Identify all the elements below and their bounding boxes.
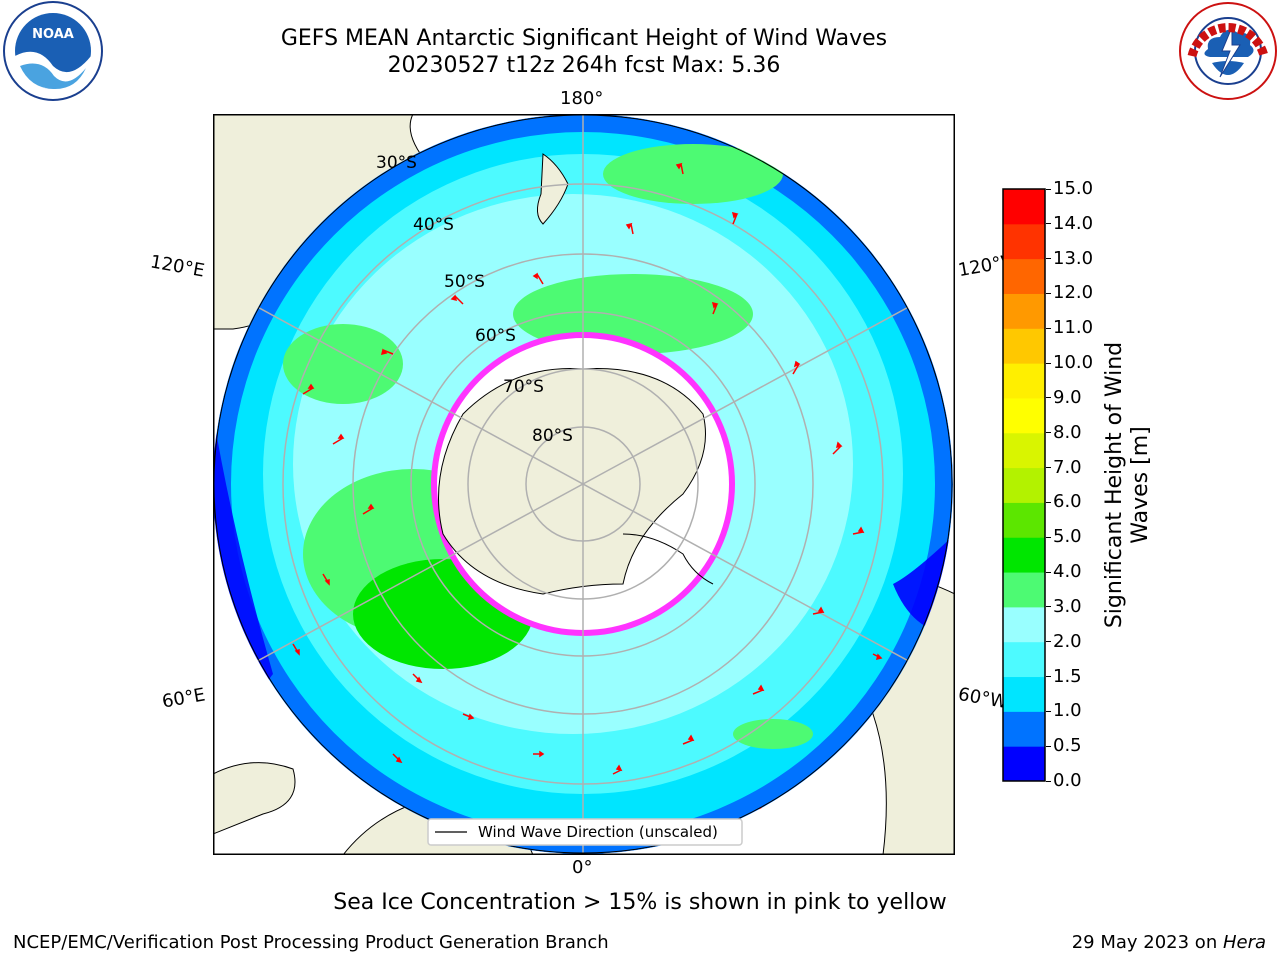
colorbar-segment (1003, 467, 1045, 503)
madagascar-land (213, 762, 296, 835)
colorbar-tick-label: 15.0 (1053, 178, 1094, 199)
colorbar-tick-label: 0.5 (1053, 735, 1082, 757)
colorbar-segment (1003, 502, 1045, 538)
colorbar-tick-mark (1046, 223, 1051, 225)
footer-branch: NCEP/EMC/Verification Post Processing Pr… (13, 932, 609, 953)
colorbar-tick-label: 6.0 (1053, 491, 1082, 513)
lat-label-40s: 40°S (413, 215, 454, 235)
colorbar-tick-mark (1046, 258, 1051, 260)
colorbar-segment (1003, 189, 1045, 225)
lon-label-60e: 60°E (160, 684, 207, 713)
lat-label-30s: 30°S (376, 153, 417, 173)
lat-label-60s: 60°S (475, 326, 516, 346)
colorbar-tick-mark (1046, 676, 1051, 678)
colorbar-tick-mark (1046, 606, 1051, 608)
lon-label-180: 180° (560, 88, 604, 109)
colorbar-segment (1003, 363, 1045, 399)
colorbar-tick-mark (1046, 571, 1051, 573)
colorbar-tick-mark (1046, 501, 1051, 503)
colorbar-tick-mark (1046, 188, 1051, 190)
colorbar-tick-label: 3.0 (1053, 595, 1082, 617)
colorbar-segment (1003, 537, 1045, 573)
map-title-line1: GEFS MEAN Antarctic Significant Height o… (280, 26, 888, 51)
colorbar-tick-mark (1046, 780, 1051, 782)
colorbar-tick-mark (1046, 292, 1051, 294)
colorbar-segment (1003, 676, 1045, 712)
colorbar-tick-label: 12.0 (1053, 282, 1094, 304)
colorbar-tick-mark (1046, 536, 1051, 538)
colorbar-segment (1003, 606, 1045, 643)
graticule (213, 114, 953, 854)
colorbar-tick-mark (1046, 397, 1051, 399)
colorbar-tick-label: 14.0 (1053, 212, 1094, 234)
lat-label-70s: 70°S (503, 377, 544, 397)
lon-label-120e: 120°E (148, 251, 207, 282)
lat-label-50s: 50°S (444, 272, 485, 292)
colorbar-tick-mark (1046, 362, 1051, 364)
colorbar-segment (1003, 572, 1045, 608)
colorbar-tick-label: 10.0 (1053, 352, 1094, 374)
svg-text:NOAA: NOAA (32, 27, 74, 42)
wave-arrows (292, 162, 883, 815)
colorbar-tick-label: 11.0 (1053, 317, 1094, 339)
colorbar-tick-mark (1046, 327, 1051, 329)
colorbar-tick-label: 5.0 (1053, 526, 1082, 548)
colorbar-tick-label: 2.0 (1053, 630, 1082, 652)
colorbar-title-line1: Significant Height of Wind (1102, 341, 1127, 629)
antarctic-wave-map: 30°S 40°S 50°S 60°S 70°S 80°S Wind Wave … (213, 114, 955, 855)
colorbar-segment (1003, 432, 1045, 469)
lon-label-0: 0° (572, 857, 593, 878)
colorbar-segment (1003, 397, 1045, 434)
colorbar-tick-mark (1046, 745, 1051, 747)
colorbar-tick-label: 8.0 (1053, 421, 1082, 443)
colorbar-segment (1003, 258, 1045, 294)
lat-label-80s: 80°S (532, 426, 573, 446)
map-title-line2: 20230527 t12z 264h fcst Max: 5.36 (387, 53, 781, 78)
map-legend (427, 818, 743, 846)
footer-date: 29 May 2023 on Hera (1072, 932, 1266, 953)
colorbar-tick-label: 9.0 (1053, 386, 1082, 408)
colorbar-tick-label: 7.0 (1053, 456, 1082, 478)
colorbar-tick-mark (1046, 432, 1051, 434)
colorbar-tick-mark (1046, 710, 1051, 712)
colorbar (1002, 188, 1046, 782)
colorbar-segment (1003, 641, 1045, 678)
colorbar-segment (1003, 711, 1045, 747)
colorbar-segment (1003, 223, 1045, 260)
nws-logo (1179, 2, 1277, 100)
noaa-logo: NOAA (3, 1, 103, 101)
colorbar-tick-label: 13.0 (1053, 247, 1094, 269)
colorbar-segment (1003, 328, 1045, 364)
colorbar-tick-label: 4.0 (1053, 561, 1082, 583)
colorbar-tick-mark (1046, 641, 1051, 643)
colorbar-tick-label: 1.0 (1053, 700, 1082, 722)
colorbar-tick-label: 0.0 (1053, 770, 1082, 791)
colorbar-tick-mark (1046, 467, 1051, 469)
colorbar-title-line2: Waves [m] (1128, 426, 1153, 544)
colorbar-segment (1003, 293, 1045, 329)
footer-date-text: 29 May 2023 on (1071, 932, 1223, 953)
legend-label: Wind Wave Direction (unscaled) (478, 823, 718, 841)
colorbar-tick-label: 1.5 (1053, 665, 1082, 687)
new-zealand-land (537, 153, 569, 225)
footer-machine: Hera (1222, 932, 1266, 953)
sea-ice-note: Sea Ice Concentration > 15% is shown in … (333, 890, 947, 915)
colorbar-segment (1003, 746, 1045, 782)
